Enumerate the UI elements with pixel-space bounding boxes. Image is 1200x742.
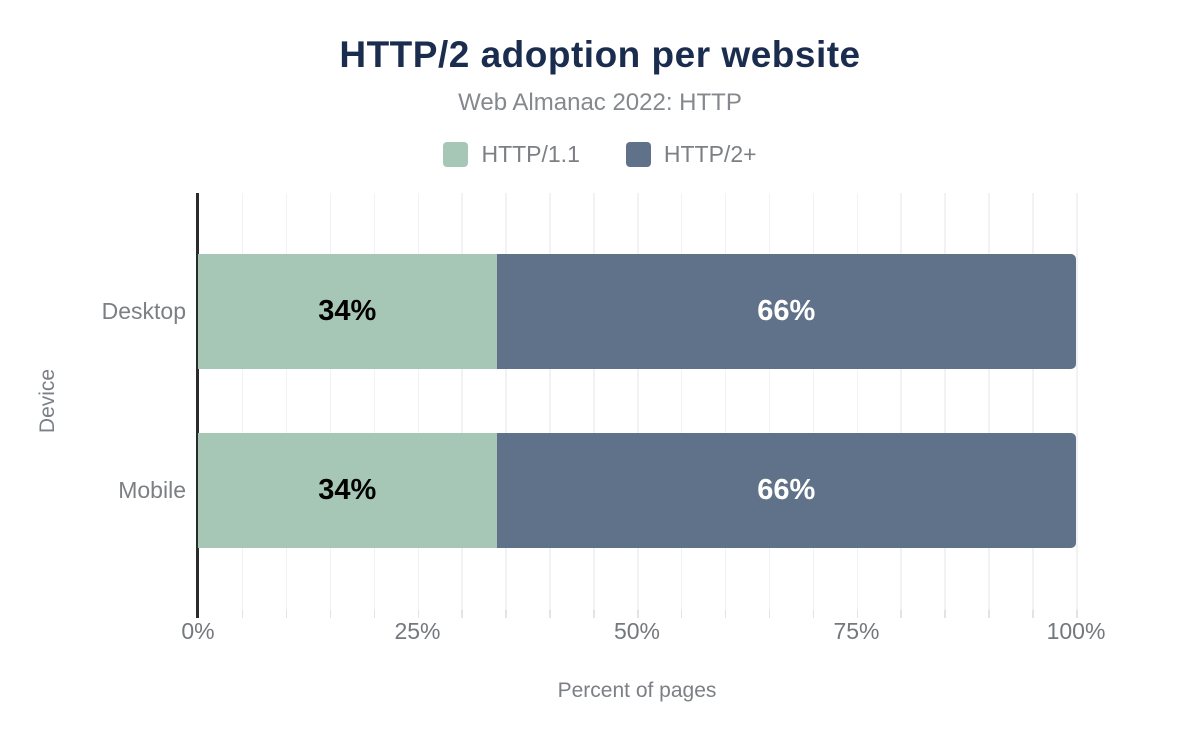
category-label-mobile: Mobile bbox=[118, 477, 186, 503]
bar-segment-http11: 34% bbox=[198, 433, 497, 548]
axis-tick bbox=[812, 610, 815, 618]
axis-tick bbox=[1076, 610, 1078, 618]
gridline bbox=[549, 193, 551, 610]
axis-tick bbox=[680, 610, 683, 618]
x-axis-title: Percent of pages bbox=[557, 679, 717, 702]
bar-value-label: 34% bbox=[318, 474, 377, 506]
axis-tick bbox=[461, 610, 463, 618]
plot-area: 34% 66% 34% 66% bbox=[196, 193, 1078, 618]
legend-swatch-icon bbox=[443, 142, 469, 167]
gridline bbox=[944, 193, 946, 610]
bar-segment-http2: 66% bbox=[496, 433, 1076, 548]
gridline bbox=[593, 193, 595, 610]
chart-subtitle: Web Almanac 2022: HTTP bbox=[458, 89, 742, 116]
axis-tick bbox=[637, 610, 639, 618]
gridline bbox=[461, 193, 463, 610]
legend-item-http11: HTTP/1.1 bbox=[443, 141, 580, 168]
x-tick-label: 0% bbox=[181, 618, 215, 644]
axis-tick bbox=[988, 610, 990, 618]
gridline bbox=[1076, 193, 1078, 610]
gridline bbox=[1032, 193, 1034, 610]
gridline bbox=[373, 193, 376, 610]
gridline bbox=[900, 193, 902, 610]
x-tick-label: 75% bbox=[833, 618, 880, 644]
gridline bbox=[680, 193, 683, 610]
gridline bbox=[329, 193, 332, 610]
bar-row-mobile: 34% 66% bbox=[198, 433, 1076, 548]
axis-tick bbox=[944, 610, 946, 618]
bar-value-label: 66% bbox=[757, 474, 816, 506]
x-tick-label: 25% bbox=[394, 618, 441, 644]
axis-tick bbox=[329, 610, 332, 618]
legend-swatch-icon bbox=[625, 142, 651, 167]
gridline bbox=[285, 193, 288, 610]
legend: HTTP/1.1 HTTP/2+ bbox=[0, 141, 1200, 168]
y-axis-title: Device bbox=[36, 368, 59, 434]
gridline bbox=[768, 193, 771, 610]
bar-value-label: 66% bbox=[757, 295, 816, 327]
axis-tick bbox=[900, 610, 902, 618]
axis-tick bbox=[505, 610, 507, 618]
bar-row-desktop: 34% 66% bbox=[198, 254, 1076, 369]
axis-tick bbox=[856, 610, 858, 618]
gridline bbox=[856, 193, 858, 610]
legend-label: HTTP/2+ bbox=[663, 141, 757, 167]
bar-segment-http2: 66% bbox=[496, 254, 1076, 369]
gridline bbox=[988, 193, 990, 610]
category-label-desktop: Desktop bbox=[101, 298, 186, 324]
x-tick-label: 50% bbox=[613, 618, 661, 644]
axis-tick bbox=[768, 610, 771, 618]
gridline bbox=[812, 193, 815, 610]
legend-label: HTTP/1.1 bbox=[481, 141, 580, 167]
gridline bbox=[637, 193, 639, 610]
axis-tick bbox=[417, 610, 419, 618]
gridline bbox=[241, 193, 244, 610]
legend-item-http2: HTTP/2+ bbox=[625, 141, 757, 168]
gridline bbox=[417, 193, 419, 610]
axis-tick bbox=[724, 610, 727, 618]
axis-tick bbox=[373, 610, 376, 618]
axis-tick bbox=[593, 610, 595, 618]
axis-tick bbox=[285, 610, 288, 618]
gridline bbox=[724, 193, 727, 610]
chart-title: HTTP/2 adoption per website bbox=[339, 34, 861, 75]
y-axis-line bbox=[196, 193, 199, 618]
bar-value-label: 34% bbox=[318, 295, 377, 327]
axis-tick bbox=[1032, 610, 1034, 618]
bar-segment-http11: 34% bbox=[198, 254, 497, 369]
axis-tick bbox=[241, 610, 244, 618]
gridline bbox=[505, 193, 507, 610]
axis-tick bbox=[549, 610, 551, 618]
x-tick-label: 100% bbox=[1046, 618, 1106, 644]
